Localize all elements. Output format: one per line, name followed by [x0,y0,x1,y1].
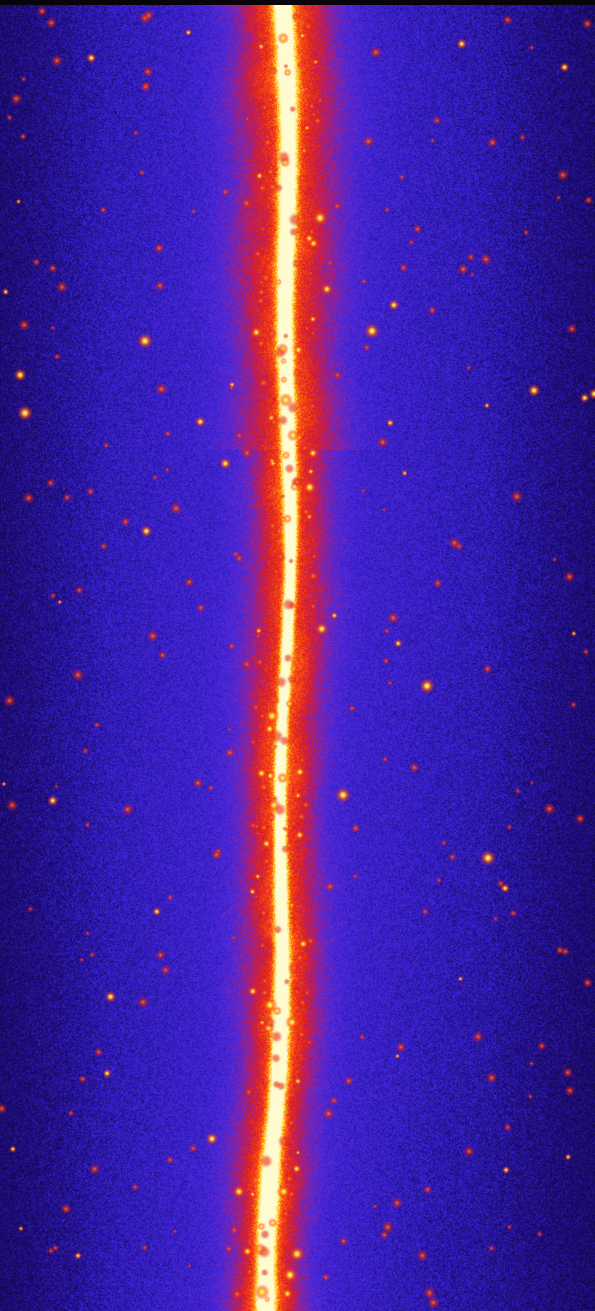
top-edge-strip [0,0,595,5]
